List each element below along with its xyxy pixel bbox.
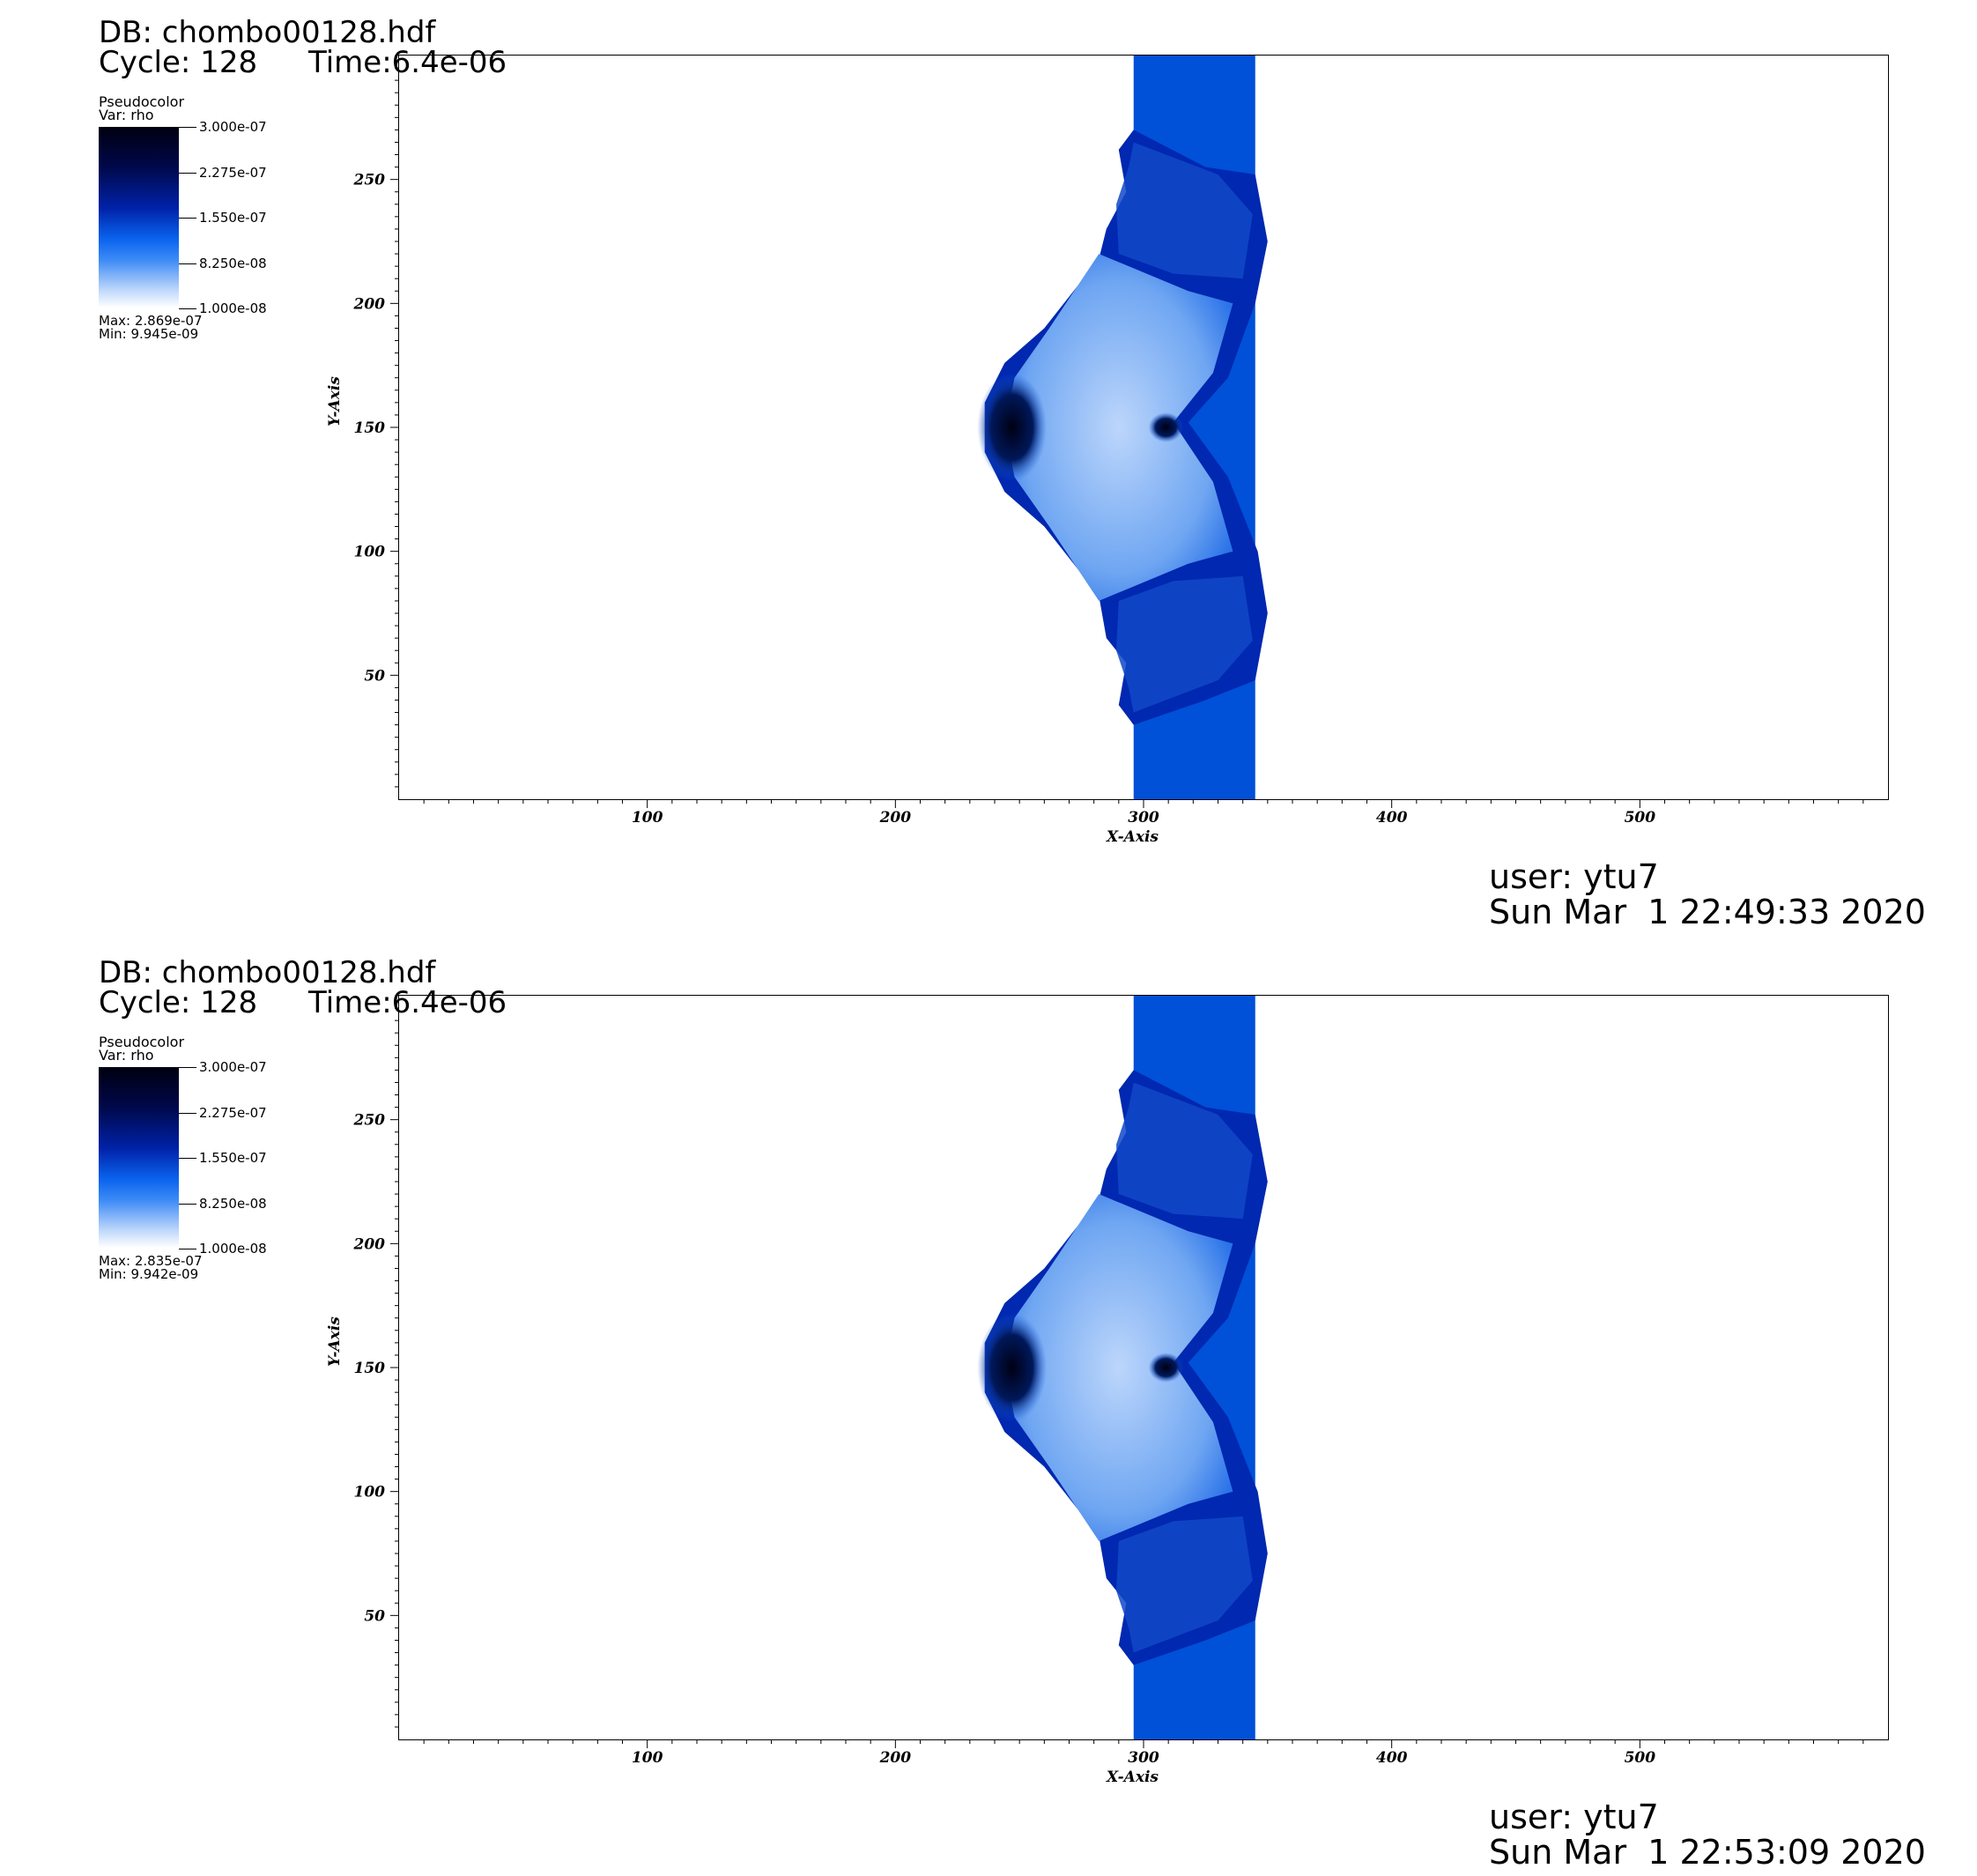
x-tick-label: 500 xyxy=(1625,809,1656,827)
x-tick-label: 100 xyxy=(632,809,663,827)
x-tick-label: 500 xyxy=(1625,1749,1656,1767)
legend-max: Max: 2.869e-07 xyxy=(99,313,203,329)
db-label: DB: chombo00128.hdf xyxy=(99,955,436,990)
colorbar-tick xyxy=(179,308,196,309)
db-label: DB: chombo00128.hdf xyxy=(99,15,436,50)
density-core-left xyxy=(977,373,1048,482)
x-axis-label: X-Axis xyxy=(1107,828,1159,846)
colorbar-tick xyxy=(179,1203,196,1205)
colorbar-tick-label: 2.275e-07 xyxy=(199,164,267,181)
colorbar-tick xyxy=(179,1158,196,1159)
y-tick-label: 100 xyxy=(354,1484,386,1502)
x-tick-label: 200 xyxy=(879,1749,912,1767)
plot-panel-2: DB: chombo00128.hdf Cycle: 128 Time:6.4e-0… xyxy=(0,940,1977,1876)
cycle-label: Cycle: 128 xyxy=(99,985,258,1020)
legend-min: Min: 9.945e-09 xyxy=(99,326,199,342)
legend-variable: Var: rho xyxy=(99,107,154,123)
colorbar-tick xyxy=(179,172,196,174)
y-tick-label: 200 xyxy=(353,295,386,313)
density-lower-lobe xyxy=(1116,1516,1253,1653)
density-upper-lobe xyxy=(1116,1082,1253,1220)
legend-variable: Var: rho xyxy=(99,1047,154,1064)
colorbar-tick-label: 1.000e-08 xyxy=(199,1241,267,1257)
y-tick-label: 250 xyxy=(353,1112,386,1130)
y-tick-label: 150 xyxy=(354,419,386,437)
y-tick-label: 200 xyxy=(353,1235,386,1253)
x-tick-label: 400 xyxy=(1376,1749,1408,1767)
colorbar-tick xyxy=(179,1112,196,1114)
legend-min: Min: 9.942e-09 xyxy=(99,1266,199,1282)
cycle-label: Cycle: 128 xyxy=(99,45,258,80)
colorbar-tick-label: 8.250e-08 xyxy=(199,255,267,271)
user-label: user: ytu7 xyxy=(1489,1798,1659,1836)
colorbar-tick-label: 8.250e-08 xyxy=(199,1195,267,1212)
y-axis-label: Y-Axis xyxy=(326,1316,344,1367)
plot-area: 100 200 300 400 500 50 100 150 200 250 xyxy=(353,55,1889,827)
date-label: Sun Mar 1 22:49:33 2020 xyxy=(1489,893,1926,931)
colorbar-tick xyxy=(179,127,196,128)
density-core-right xyxy=(1148,412,1184,442)
density-field: 100 200 300 400 500 50 100 150 200 250 xyxy=(353,56,1864,827)
y-axis-label: Y-Axis xyxy=(326,376,344,426)
y-tick-label: 50 xyxy=(364,1607,385,1625)
colorbar-tick-label: 1.000e-08 xyxy=(199,300,267,316)
colorbar-tick-label: 1.550e-07 xyxy=(199,1150,267,1166)
colorbar-tick xyxy=(179,1067,196,1068)
colorbar-tick-label: 2.275e-07 xyxy=(199,1104,267,1121)
colorbar-tick xyxy=(179,263,196,264)
density-upper-lobe xyxy=(1116,142,1253,279)
density-interior xyxy=(1004,1194,1233,1541)
colorbar-tick-label: 1.550e-07 xyxy=(199,210,267,226)
y-tick-label: 50 xyxy=(364,667,385,685)
density-core-right xyxy=(1148,1353,1184,1383)
x-axis-label: X-Axis xyxy=(1107,1768,1159,1786)
x-tick-label: 300 xyxy=(1128,1749,1159,1767)
colorbar xyxy=(99,127,179,308)
y-tick-label: 100 xyxy=(354,544,386,561)
time-label: Time:6.4e-06 xyxy=(308,45,507,80)
date-label: Sun Mar 1 22:53:09 2020 xyxy=(1489,1833,1926,1872)
y-tick-label: 250 xyxy=(353,172,386,189)
plot-area: 100 200 300 400 500 50 100 150 200 250 xyxy=(353,995,1889,1767)
legend-title: Pseudocolor xyxy=(99,93,185,110)
time-label: Time:6.4e-06 xyxy=(308,985,507,1020)
y-tick-label: 150 xyxy=(354,1360,386,1377)
user-label: user: ytu7 xyxy=(1489,857,1659,896)
legend-max: Max: 2.835e-07 xyxy=(99,1253,203,1269)
x-tick-label: 200 xyxy=(879,809,912,827)
x-tick-label: 400 xyxy=(1376,809,1408,827)
colorbar-tick-label: 3.000e-07 xyxy=(199,119,267,135)
density-interior xyxy=(1004,254,1233,601)
density-lower-lobe xyxy=(1116,575,1253,713)
density-core-left xyxy=(977,1313,1048,1422)
plot-panel-1: DB: chombo00128.hdf Cycle: 128 Time:6.4e-0… xyxy=(0,0,1977,936)
colorbar xyxy=(99,1067,179,1248)
x-tick-label: 300 xyxy=(1128,809,1159,827)
x-tick-label: 100 xyxy=(632,1749,663,1767)
density-field: 100 200 300 400 500 50 100 150 200 250 xyxy=(353,996,1864,1767)
colorbar-tick xyxy=(179,218,196,219)
colorbar-tick-label: 3.000e-07 xyxy=(199,1059,267,1075)
legend-title: Pseudocolor xyxy=(99,1034,185,1050)
